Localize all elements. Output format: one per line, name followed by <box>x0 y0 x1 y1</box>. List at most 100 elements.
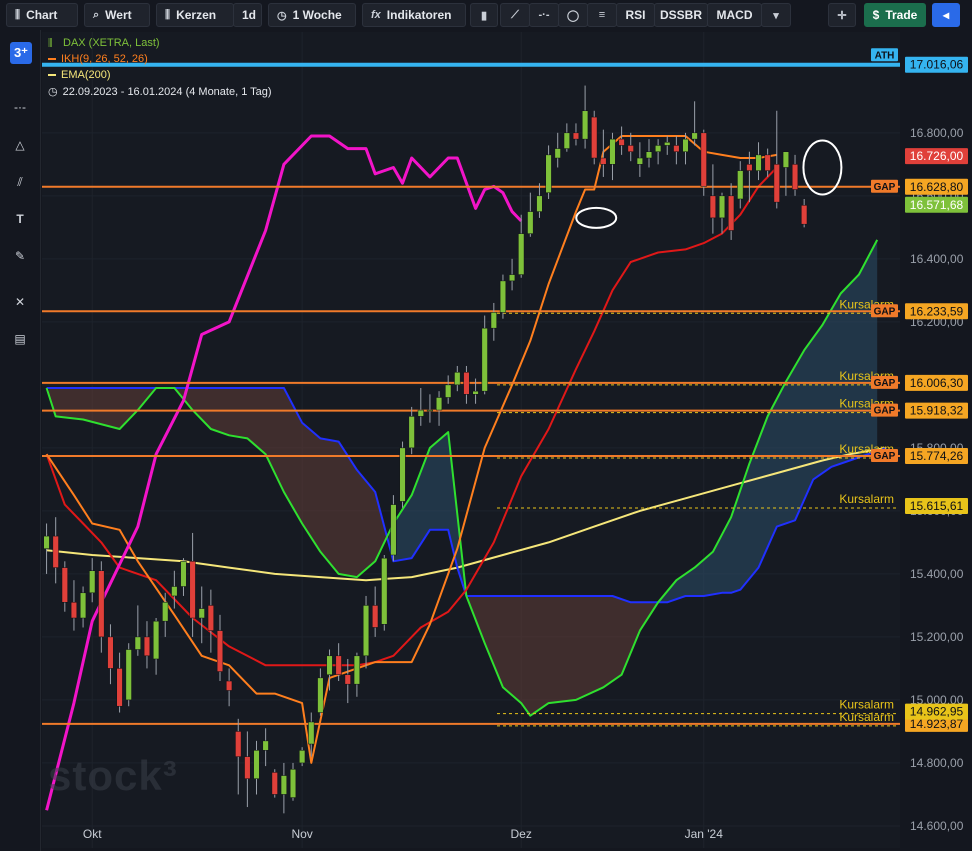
gap-tag-bg <box>871 448 898 462</box>
cloud-bearish <box>468 596 656 716</box>
candle-down <box>618 138 625 146</box>
tools-icon[interactable]: ✕ <box>14 295 26 309</box>
candle-down <box>216 630 224 672</box>
period-button[interactable]: ◷ 1 Woche <box>268 3 356 27</box>
macd-button[interactable]: MACD <box>707 3 762 27</box>
gap-price-label-bg <box>905 402 968 419</box>
trade-button[interactable]: $ Trade <box>864 3 926 27</box>
chart-type-label: Kerzen <box>176 8 217 22</box>
fibonacci-icon: ≡ <box>598 9 606 21</box>
rsi-label: RSI <box>625 8 646 22</box>
hline-icon: -·- <box>538 9 550 21</box>
bookmark-button[interactable]: ▮ <box>470 3 498 27</box>
candle-down <box>627 145 634 152</box>
value-label: Wert <box>105 8 132 22</box>
layers-icon[interactable]: ▤ <box>14 332 26 346</box>
candle-down <box>52 535 59 568</box>
gap-tag-bg <box>871 375 898 389</box>
gap-price-label: 16.233,59 <box>910 304 964 318</box>
candle-up <box>718 195 726 219</box>
x-tick-label: Okt <box>83 827 102 841</box>
candle-up <box>563 132 570 149</box>
legend-ema-label: EMA(200) <box>61 69 111 81</box>
clock-icon: ◷ <box>277 9 287 22</box>
line-tool-icon[interactable]: -·- <box>14 100 26 114</box>
candle-down <box>235 731 242 757</box>
dollar-icon: $ <box>872 8 880 22</box>
legend-range-label: 22.09.2023 - 16.01.2024 <box>62 86 183 98</box>
horizontal-lines <box>42 62 900 727</box>
gap-tag-bg <box>871 304 898 318</box>
price-tag: 16.571,68 <box>910 198 964 212</box>
chart-menu-button[interactable]: ⫼ Chart <box>6 3 78 27</box>
indicators-button[interactable]: fx Indikatoren <box>362 3 466 27</box>
candles-legend-icon: ⫼ <box>48 38 53 50</box>
gap-price-label: 14.923,87 <box>910 717 964 731</box>
expand-icon: ✛ <box>837 9 847 22</box>
chevron-left-icon: ◂ <box>942 8 950 22</box>
price-tag-bg <box>905 148 968 165</box>
drawing-sidebar: 3⁺ -·- △ ⫽ T ✎ ✕ ▤ <box>0 30 41 851</box>
period-label: 1 Woche <box>292 8 342 22</box>
candle-down <box>61 567 68 603</box>
gap-tag: GAP <box>874 451 896 462</box>
candle-down <box>801 205 808 225</box>
candle-up <box>171 586 178 597</box>
text-tool-icon[interactable]: T <box>16 212 24 226</box>
alarm-label: Kursalarm <box>839 492 894 506</box>
price-tag: 14.962,95 <box>910 705 964 719</box>
chikou-line <box>45 166 778 667</box>
candle-down <box>591 116 598 159</box>
chart-menu-label: Chart <box>26 8 58 22</box>
clock-icon: ◷ <box>48 86 58 98</box>
candle-up <box>737 170 744 200</box>
candle-down <box>463 372 470 395</box>
price-tag: 15.615,61 <box>910 499 964 513</box>
candle-up <box>289 768 297 798</box>
legend-dax[interactable]: ⫼ DAX (XETRA, Last) <box>48 37 160 49</box>
candle-up <box>43 535 50 549</box>
candle-down <box>600 157 607 165</box>
price-tag-bg <box>905 196 968 213</box>
candle-up <box>280 775 287 795</box>
candle-up <box>390 504 397 556</box>
cloud-bearish <box>48 388 154 429</box>
gap-price-label: 16.628,80 <box>910 180 964 194</box>
ema-legend-swatch <box>48 74 56 77</box>
stock3-logo-icon[interactable]: 3⁺ <box>10 42 32 64</box>
rsi-button[interactable]: RSI <box>616 3 655 27</box>
fibonacci-tool-icon[interactable]: ⫽ <box>17 175 23 189</box>
ikh-legend-swatch <box>48 58 56 61</box>
brush-tool-icon[interactable]: ✎ <box>14 249 26 263</box>
collapse-panel-button[interactable]: ◂ <box>932 3 960 27</box>
trade-label: Trade <box>885 8 918 22</box>
candle-down <box>335 655 342 675</box>
more-dropdown-button[interactable]: ▾ <box>761 3 791 27</box>
senkou-a-line <box>45 239 879 717</box>
candle-up <box>445 384 452 398</box>
search-icon: ⌕ <box>93 8 100 21</box>
y-tick-label: 16.400,00 <box>910 252 964 266</box>
macd-label: MACD <box>716 8 753 22</box>
fullscreen-button[interactable]: ✛ <box>828 3 856 27</box>
candle-up <box>636 157 643 165</box>
legend-ema[interactable]: EMA(200) <box>48 69 111 81</box>
price-tag: 16.726,00 <box>910 149 964 163</box>
gap-price-label-bg <box>905 178 968 195</box>
dssbr-button[interactable]: DSSBR <box>654 3 708 27</box>
gap-tag: GAP <box>874 406 896 417</box>
draw-line-button[interactable]: ⟋ <box>500 3 530 27</box>
chart-type-button[interactable]: ⫼ Kerzen <box>156 3 234 27</box>
ellipse-button[interactable]: ◯ <box>558 3 588 27</box>
candle-up <box>125 649 132 701</box>
senkou-b-line <box>46 387 887 604</box>
candle-up <box>554 148 561 159</box>
candle-up <box>162 602 169 622</box>
interval-button[interactable]: 1d <box>233 3 262 27</box>
chart-icon: ⫼ <box>15 8 21 21</box>
y-tick-label: 16.800,00 <box>910 126 964 140</box>
triangle-tool-icon[interactable]: △ <box>15 138 25 152</box>
value-search-button[interactable]: ⌕ Wert <box>84 3 150 27</box>
legend-ikh[interactable]: IKH(9, 26, 52, 26) <box>48 53 148 65</box>
